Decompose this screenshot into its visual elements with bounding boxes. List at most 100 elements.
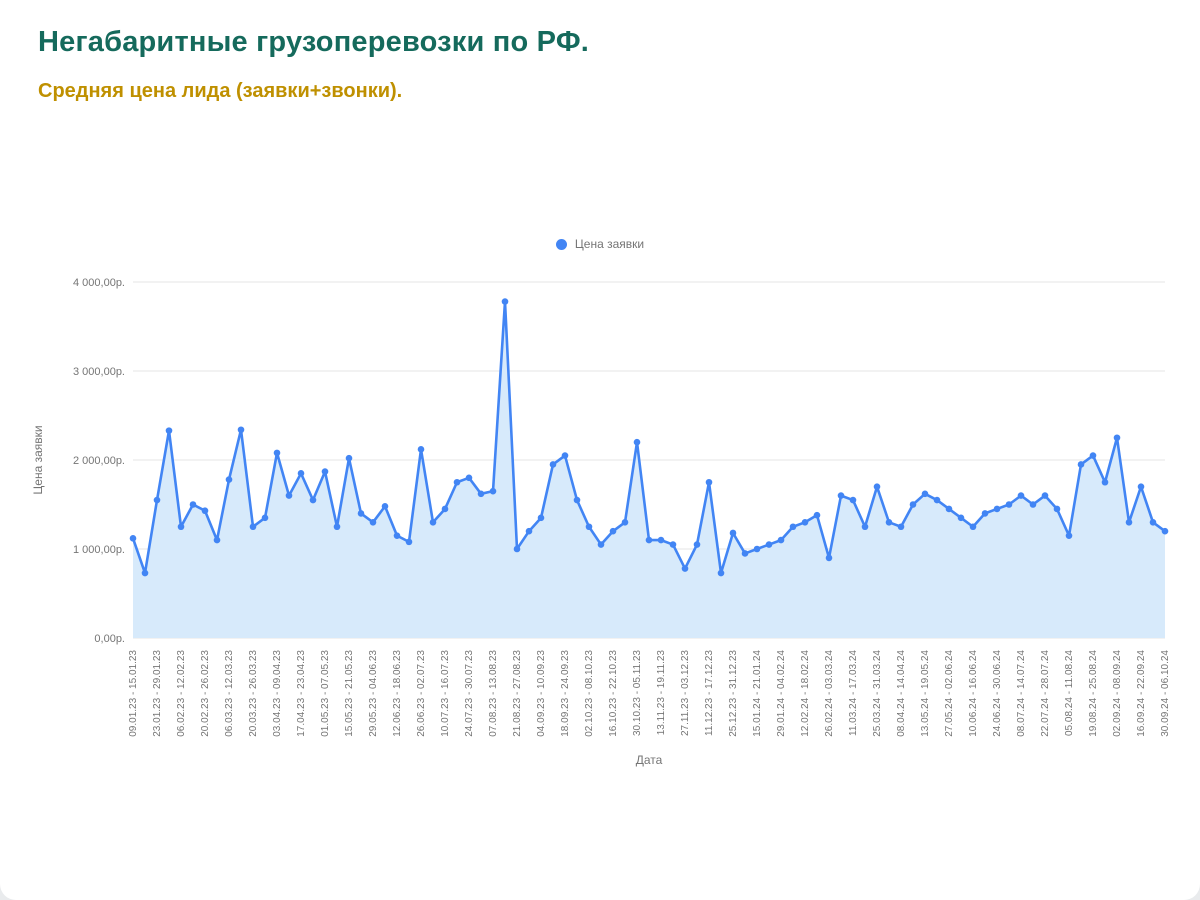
data-point xyxy=(873,483,881,491)
x-tick-label: 20.02.23 - 26.02.23 xyxy=(200,650,211,737)
data-point xyxy=(213,536,221,544)
x-tick-label: 06.02.23 - 12.02.23 xyxy=(176,650,187,737)
data-point xyxy=(1029,501,1037,508)
data-point xyxy=(201,507,209,515)
x-tick-label: 26.06.23 - 02.07.23 xyxy=(416,650,427,737)
data-point xyxy=(549,461,557,468)
x-tick-label: 05.08.24 - 11.08.24 xyxy=(1064,650,1075,736)
data-point xyxy=(717,569,725,577)
data-point xyxy=(837,492,845,499)
data-point xyxy=(129,535,137,542)
data-point xyxy=(909,501,917,508)
data-point xyxy=(693,541,701,548)
data-point xyxy=(357,510,365,517)
x-tick-label: 12.02.24 - 18.02.24 xyxy=(800,650,811,737)
data-point xyxy=(849,496,857,504)
data-point xyxy=(369,519,377,526)
data-point xyxy=(657,536,665,544)
x-tick-label: 18.09.23 - 24.09.23 xyxy=(560,650,571,737)
data-point xyxy=(309,496,317,504)
data-point xyxy=(1041,492,1049,499)
data-point xyxy=(1065,532,1073,539)
x-tick-label: 06.03.23 - 12.03.23 xyxy=(224,650,235,737)
data-point xyxy=(153,496,161,504)
x-tick-label: 29.01.24 - 04.02.24 xyxy=(776,650,787,737)
x-tick-label: 20.03.23 - 26.03.23 xyxy=(248,650,259,737)
x-tick-label: 11.12.23 - 17.12.23 xyxy=(704,650,715,736)
data-point xyxy=(981,510,989,517)
x-tick-label: 15.01.24 - 21.01.24 xyxy=(752,650,763,737)
data-point xyxy=(189,501,197,508)
data-point xyxy=(669,541,677,548)
chart-legend: Цена заявки xyxy=(0,237,1200,251)
y-tick-label: 2 000,00р. xyxy=(73,455,125,467)
x-axis-title: Дата xyxy=(636,753,663,767)
data-point xyxy=(285,492,293,499)
data-point xyxy=(597,541,605,548)
data-point xyxy=(897,523,905,531)
x-tick-label: 03.04.23 - 09.04.23 xyxy=(272,650,283,737)
data-point xyxy=(1053,505,1061,513)
data-point xyxy=(945,505,953,513)
x-tick-label: 01.05.23 - 07.05.23 xyxy=(320,650,331,737)
data-point xyxy=(513,545,521,553)
data-point xyxy=(1149,519,1157,526)
data-point xyxy=(177,523,185,531)
data-point xyxy=(489,487,497,495)
data-point xyxy=(885,519,893,526)
x-tick-label: 23.01.23 - 29.01.23 xyxy=(152,650,163,737)
data-point xyxy=(993,505,1001,513)
page-subtitle: Средняя цена лида (заявки+звонки). xyxy=(38,80,403,102)
x-tick-label: 26.02.24 - 03.03.24 xyxy=(824,650,835,737)
data-point xyxy=(1161,527,1169,535)
x-tick-label: 24.07.23 - 30.07.23 xyxy=(464,650,475,737)
data-point xyxy=(1089,452,1097,459)
y-tick-label: 0,00р. xyxy=(94,633,125,645)
data-point xyxy=(1101,478,1109,486)
x-tick-label: 08.07.24 - 14.07.24 xyxy=(1016,650,1027,737)
x-tick-label: 11.03.24 - 17.03.24 xyxy=(848,650,859,736)
x-tick-label: 27.05.24 - 02.06.24 xyxy=(944,650,955,737)
data-point xyxy=(705,478,713,486)
data-point xyxy=(633,438,641,446)
data-point xyxy=(1005,501,1013,508)
x-tick-label: 21.08.23 - 27.08.23 xyxy=(512,650,523,737)
data-point xyxy=(933,496,941,504)
data-point xyxy=(501,298,509,305)
y-tick-label: 3 000,00р. xyxy=(73,366,125,378)
x-tick-label: 02.09.24 - 08.09.24 xyxy=(1112,650,1123,737)
data-point xyxy=(729,529,737,537)
data-point xyxy=(1137,483,1145,491)
data-point xyxy=(957,514,965,522)
data-point xyxy=(333,523,341,531)
data-point xyxy=(261,514,269,522)
data-point xyxy=(1125,519,1133,526)
data-point xyxy=(537,514,545,522)
x-tick-label: 07.08.23 - 13.08.23 xyxy=(488,650,499,737)
data-point xyxy=(345,454,353,462)
x-tick-label: 16.09.24 - 22.09.24 xyxy=(1136,650,1147,737)
data-point xyxy=(141,569,149,577)
data-point xyxy=(465,474,473,482)
data-point xyxy=(273,449,281,457)
data-point xyxy=(621,519,629,526)
data-point xyxy=(969,523,977,531)
data-point xyxy=(417,446,425,453)
x-tick-label: 30.10.23 - 05.11.23 xyxy=(632,650,643,736)
x-tick-label: 12.06.23 - 18.06.23 xyxy=(392,650,403,737)
x-tick-label: 09.01.23 - 15.01.23 xyxy=(128,650,139,737)
data-point xyxy=(321,468,329,475)
data-point xyxy=(381,502,389,510)
x-tick-label: 25.12.23 - 31.12.23 xyxy=(728,650,739,737)
x-tick-label: 29.05.23 - 04.06.23 xyxy=(368,650,379,737)
x-tick-label: 10.06.24 - 16.06.24 xyxy=(968,650,979,737)
x-tick-label: 10.07.23 - 16.07.23 xyxy=(440,650,451,737)
data-point xyxy=(777,536,785,544)
data-point xyxy=(1017,492,1025,499)
data-point xyxy=(441,505,449,513)
data-point xyxy=(1077,461,1085,468)
x-tick-label: 08.04.24 - 14.04.24 xyxy=(896,650,907,737)
x-tick-label: 02.10.23 - 08.10.23 xyxy=(584,650,595,737)
